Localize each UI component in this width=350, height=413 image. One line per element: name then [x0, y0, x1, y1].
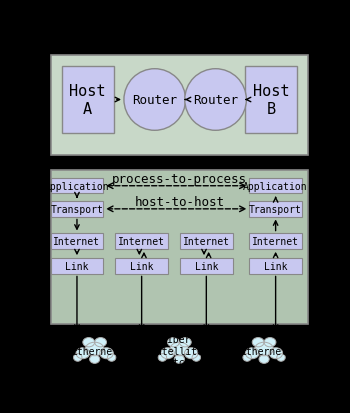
- Bar: [51, 202, 103, 217]
- Bar: [116, 234, 168, 249]
- Text: Internet: Internet: [54, 237, 100, 247]
- Ellipse shape: [245, 348, 259, 359]
- Ellipse shape: [168, 338, 180, 347]
- Text: Host
B: Host B: [253, 84, 289, 116]
- Ellipse shape: [83, 338, 95, 347]
- Text: process-to-process: process-to-process: [112, 172, 247, 185]
- Ellipse shape: [252, 338, 264, 347]
- Ellipse shape: [107, 354, 116, 361]
- Text: Link: Link: [195, 261, 218, 271]
- Text: Transport: Transport: [50, 204, 103, 214]
- Text: Router: Router: [132, 94, 177, 107]
- Ellipse shape: [170, 342, 189, 356]
- Bar: [180, 234, 232, 249]
- Text: Ethernet: Ethernet: [71, 346, 118, 356]
- Bar: [245, 66, 297, 134]
- Ellipse shape: [269, 348, 283, 359]
- Circle shape: [185, 69, 246, 131]
- Ellipse shape: [95, 338, 106, 347]
- Text: Router: Router: [193, 94, 238, 107]
- Text: Internet: Internet: [183, 237, 230, 247]
- Bar: [116, 259, 168, 274]
- Ellipse shape: [192, 354, 201, 361]
- Bar: [51, 56, 308, 156]
- Bar: [62, 66, 114, 134]
- Bar: [180, 259, 232, 274]
- Ellipse shape: [277, 354, 285, 361]
- Text: Transport: Transport: [249, 204, 302, 214]
- Bar: [51, 178, 103, 194]
- Ellipse shape: [264, 338, 276, 347]
- Text: host-to-host: host-to-host: [134, 195, 224, 208]
- Text: Link: Link: [264, 261, 287, 271]
- Ellipse shape: [74, 354, 82, 361]
- Bar: [250, 202, 302, 217]
- Text: Application: Application: [45, 181, 109, 191]
- Ellipse shape: [243, 354, 251, 361]
- Bar: [250, 234, 302, 249]
- Bar: [51, 171, 308, 325]
- Text: Link: Link: [65, 261, 89, 271]
- Text: Fiber,
Satellite,
etc.: Fiber, Satellite, etc.: [150, 334, 209, 367]
- Ellipse shape: [158, 354, 167, 361]
- Ellipse shape: [90, 355, 100, 363]
- Text: Host
A: Host A: [70, 84, 106, 116]
- Bar: [51, 234, 103, 249]
- Ellipse shape: [255, 342, 273, 356]
- Ellipse shape: [85, 342, 104, 356]
- Text: Application: Application: [243, 181, 308, 191]
- Text: Ethernet: Ethernet: [240, 346, 288, 356]
- Text: Internet: Internet: [252, 237, 299, 247]
- Bar: [51, 259, 103, 274]
- Ellipse shape: [184, 348, 198, 359]
- Text: Link: Link: [130, 261, 153, 271]
- Ellipse shape: [100, 348, 113, 359]
- Ellipse shape: [259, 355, 269, 363]
- Text: Internet: Internet: [118, 237, 165, 247]
- Ellipse shape: [180, 338, 191, 347]
- Bar: [250, 178, 302, 194]
- Circle shape: [124, 69, 186, 131]
- Bar: [250, 259, 302, 274]
- Ellipse shape: [174, 355, 184, 363]
- Ellipse shape: [161, 348, 174, 359]
- Ellipse shape: [76, 348, 90, 359]
